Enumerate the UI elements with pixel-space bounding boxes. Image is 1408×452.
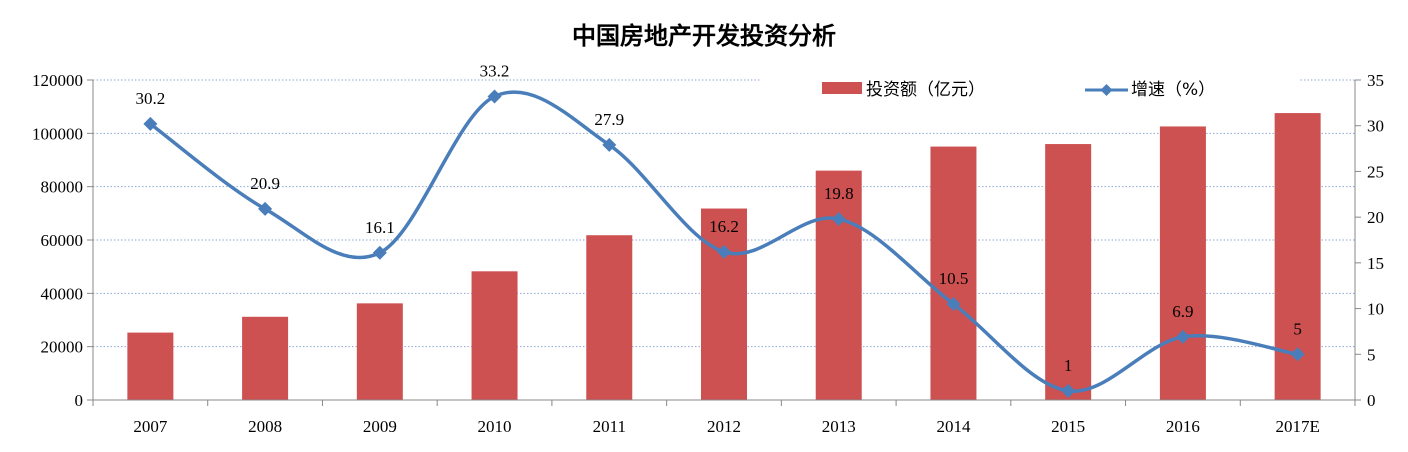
right-tick-label: 25 [1367, 162, 1384, 181]
right-tick-label: 35 [1367, 71, 1384, 90]
x-tick-label: 2017E [1275, 417, 1319, 436]
growth-data-label: 19.8 [824, 184, 854, 203]
growth-marker-2007 [143, 116, 158, 131]
growth-data-label: 6.9 [1172, 302, 1193, 321]
bar-2010 [471, 271, 518, 400]
bar-2015 [1045, 144, 1092, 400]
legend-swatch-investment [822, 82, 862, 94]
growth-data-label: 5 [1293, 319, 1302, 338]
growth-marker-2015 [1061, 383, 1076, 398]
bar-2008 [242, 316, 289, 400]
x-tick-label: 2011 [593, 417, 626, 436]
left-tick-label: 0 [75, 391, 84, 410]
x-tick-label: 2010 [478, 417, 512, 436]
left-tick-label: 80000 [41, 178, 84, 197]
x-tick-label: 2014 [936, 417, 971, 436]
right-tick-label: 5 [1367, 345, 1376, 364]
right-tick-label: 20 [1367, 208, 1384, 227]
x-tick-label: 2007 [133, 417, 168, 436]
legend-marker-growth [1100, 84, 1113, 96]
growth-marker-2008 [258, 201, 273, 216]
growth-data-label: 30.2 [135, 89, 165, 108]
left-tick-label: 60000 [41, 231, 84, 250]
growth-data-label: 27.9 [594, 110, 624, 129]
right-tick-label: 30 [1367, 117, 1384, 136]
left-tick-label: 100000 [32, 124, 83, 143]
growth-data-label: 16.2 [709, 217, 739, 236]
bar-2011 [586, 235, 633, 400]
right-tick-label: 15 [1367, 254, 1384, 273]
growth-data-label: 20.9 [250, 174, 280, 193]
growth-data-label: 33.2 [480, 61, 510, 80]
x-tick-label: 2015 [1051, 417, 1085, 436]
chart-title: 中国房地产开发投资分析 [572, 22, 836, 50]
growth-data-label: 16.1 [365, 218, 395, 237]
bar-2012 [701, 208, 747, 400]
growth-marker-2012 [717, 244, 731, 259]
x-tick-label: 2008 [248, 417, 282, 436]
x-tick-label: 2009 [363, 417, 397, 436]
legend: 投资额（亿元） 增速（%） [760, 68, 1300, 104]
x-tick-label: 2012 [707, 417, 741, 436]
x-tick-label: 2013 [822, 417, 856, 436]
bar-2009 [356, 303, 403, 400]
growth-marker-2017E [1290, 347, 1305, 362]
bar-2016 [1159, 126, 1206, 400]
right-tick-label: 0 [1367, 391, 1376, 410]
legend-label-investment: 投资额（亿元） [866, 80, 985, 100]
growth-marker-2010 [487, 89, 502, 104]
growth-data-label: 1 [1064, 356, 1073, 375]
growth-marker-2016 [1175, 329, 1190, 344]
bar-2007 [127, 332, 174, 400]
growth-data-label: 10.5 [939, 269, 969, 288]
left-tick-label: 20000 [41, 338, 84, 357]
growth-marker-2009 [372, 245, 387, 260]
bar-2014 [930, 146, 977, 400]
right-tick-label: 10 [1367, 300, 1384, 319]
growth-marker-2011 [602, 137, 617, 152]
left-tick-label: 120000 [32, 71, 83, 90]
left-tick-label: 40000 [41, 284, 84, 303]
growth-marker-2013 [831, 211, 846, 226]
x-tick-label: 2016 [1166, 417, 1200, 436]
bar-2013 [815, 170, 862, 400]
legend-label-growth: 增速（%） [1131, 80, 1215, 100]
growth-marker-2014 [946, 297, 961, 311]
